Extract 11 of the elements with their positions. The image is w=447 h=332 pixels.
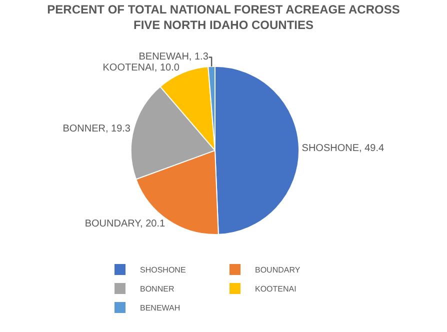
data-label: BENEWAH, 1.3	[138, 52, 209, 63]
chart-title: PERCENT OF TOTAL NATIONAL FOREST ACREAGE ACROSS FIVE NORTH IDAHO COUNTIES	[47, 2, 400, 32]
data-label: BONNER, 19.3	[62, 123, 131, 134]
legend-label: BONNER	[140, 284, 174, 294]
data-label: SHOSHONE, 49.4	[302, 143, 384, 154]
legend-label: BENEWAH	[140, 304, 180, 313]
data-label: KOOTENAI, 10.0	[102, 62, 180, 74]
legend-label: BOUNDARY	[255, 266, 301, 275]
legend-label: SHOSHONE	[140, 266, 186, 275]
legend-label: KOOTENAI	[255, 284, 296, 294]
data-label: BOUNDARY, 20.1	[84, 218, 166, 230]
